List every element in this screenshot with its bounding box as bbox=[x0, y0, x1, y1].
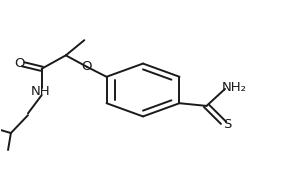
Text: NH: NH bbox=[30, 86, 50, 98]
Text: O: O bbox=[81, 60, 92, 73]
Text: O: O bbox=[14, 57, 25, 70]
Text: S: S bbox=[223, 118, 232, 131]
Text: NH₂: NH₂ bbox=[222, 81, 247, 94]
